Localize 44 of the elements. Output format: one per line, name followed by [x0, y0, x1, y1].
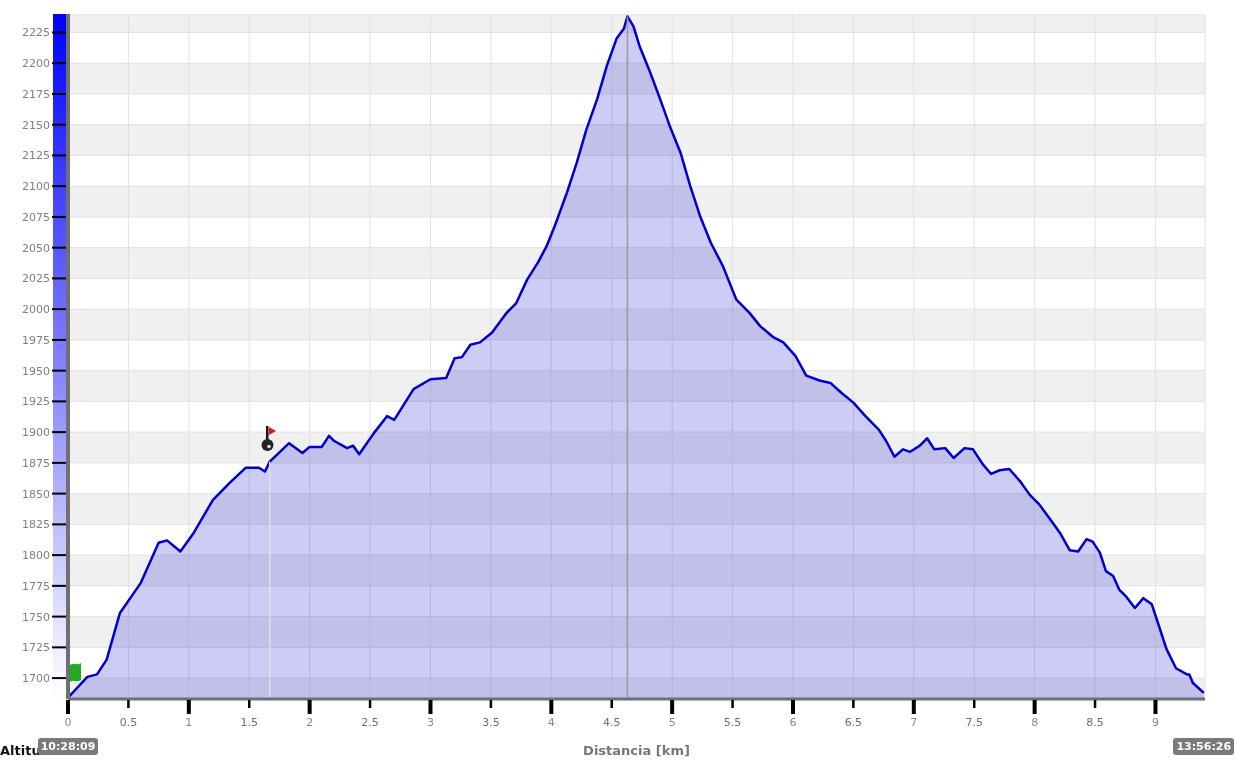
y-tick-label: 1775 [22, 579, 50, 593]
y-tick-label: 2150 [22, 118, 50, 132]
y-tick-label: 2075 [22, 210, 50, 224]
y-tick-label: 2025 [22, 272, 50, 286]
x-tick-label: 6.5 [844, 716, 863, 729]
y-tick-label: 2100 [22, 180, 50, 194]
x-tick-label: 9 [1151, 716, 1159, 729]
x-tick-label: 8.5 [1086, 716, 1104, 729]
x-tick-label: 6 [789, 716, 797, 729]
x-tick-label: 7 [910, 716, 918, 729]
y-tick-label: 1900 [22, 426, 50, 440]
y-tick-label: 2000 [22, 303, 50, 317]
y-tick-label: 2175 [22, 87, 50, 101]
y-tick-label: 1700 [22, 672, 50, 686]
y-tick-label: 1725 [22, 641, 50, 655]
x-tick-label: 1 [185, 716, 193, 729]
y-tick-label: 1825 [22, 518, 50, 532]
y-tick-label: 2225 [22, 26, 50, 40]
y-tick-label: 1850 [22, 487, 50, 501]
text: 10:28:09 [40, 740, 96, 753]
y-tick-label: 1975 [22, 333, 50, 347]
x-tick-label: 2 [306, 716, 314, 729]
x-tick-label: 0 [64, 716, 72, 729]
x-tick-label: 2.5 [361, 716, 379, 729]
x-tick-label: 5.5 [723, 716, 742, 729]
x-tick-label: 4.5 [602, 716, 621, 729]
x-tick-label: 7.5 [965, 716, 983, 729]
y-tick-label: 1925 [22, 395, 50, 409]
x-tick-label: 4 [547, 716, 555, 729]
x-axis-title: Distancia [km] [583, 743, 690, 758]
y-tick-label: 2050 [22, 241, 50, 255]
y-tick-label: 1750 [22, 610, 50, 624]
text: 13:56:26 [1176, 740, 1232, 753]
x-tick-label: 3.5 [482, 716, 500, 729]
y-tick-label: 2200 [22, 57, 50, 71]
x-tick-label: 5 [668, 716, 676, 729]
y-tick-label: 2125 [22, 149, 50, 163]
y-tick-label: 1875 [22, 456, 50, 470]
x-tick-label: 1.5 [240, 716, 258, 729]
y-tick-label: 1950 [22, 364, 50, 378]
x-tick-label: 3 [426, 716, 434, 729]
x-tick-label: 0.5 [119, 716, 138, 729]
x-tick-label: 8 [1031, 716, 1039, 729]
y-tick-label: 1800 [22, 549, 50, 563]
